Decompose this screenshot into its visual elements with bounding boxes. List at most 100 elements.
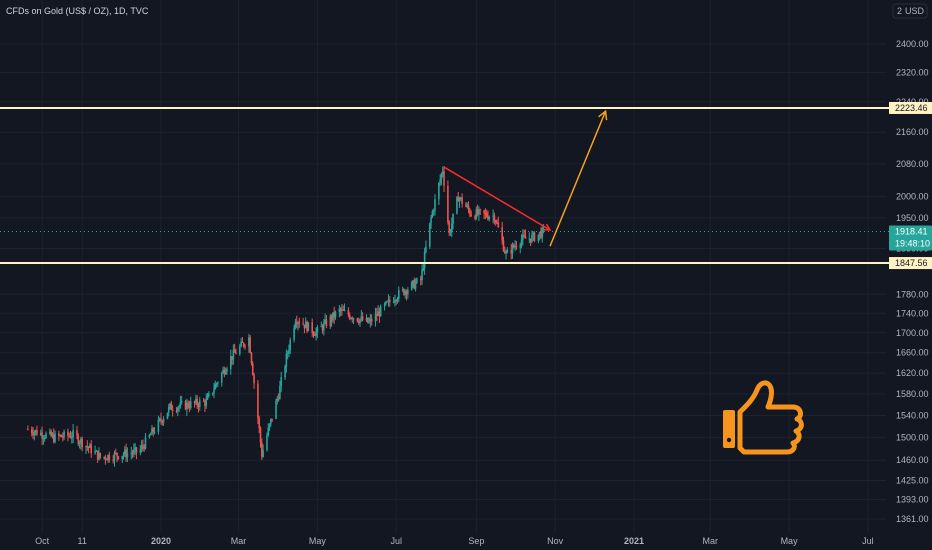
candle-body (385, 301, 387, 305)
candle-body (122, 454, 125, 457)
candle (103, 456, 105, 460)
candle-body (78, 442, 81, 444)
candle (385, 300, 387, 306)
candle (258, 415, 261, 434)
candle (86, 440, 89, 451)
candle-body (271, 418, 273, 420)
candle (506, 247, 509, 254)
candle-body (350, 318, 352, 320)
candle-body (54, 433, 56, 442)
candle (496, 219, 498, 225)
drawing-annotations[interactable] (443, 109, 804, 455)
candle-body (316, 327, 319, 333)
candle (267, 423, 270, 437)
y-tick-label: 1540.00 (896, 411, 929, 421)
candle (187, 400, 189, 410)
candle (170, 400, 173, 411)
candle-body (466, 205, 469, 207)
candle-body (533, 232, 536, 242)
candle (104, 454, 107, 465)
candle-body (213, 389, 215, 393)
candle-body (178, 406, 180, 408)
candle (217, 381, 219, 388)
candle-body (460, 197, 462, 199)
orange-forecast-arrow[interactable] (549, 110, 607, 247)
candle (249, 335, 251, 354)
candle (61, 432, 64, 442)
countdown-label: 19:48:10 (895, 239, 930, 249)
candle (470, 210, 472, 217)
candle-body (519, 244, 522, 248)
candle-body (268, 423, 271, 428)
candle-body (188, 406, 191, 408)
candle (87, 446, 90, 454)
candle-body (195, 398, 197, 403)
candle-body (217, 382, 219, 384)
candle (431, 209, 434, 219)
candle-body (403, 289, 405, 295)
candle (224, 367, 227, 375)
candle (189, 396, 192, 410)
candle (81, 436, 83, 452)
candle-body (131, 453, 134, 455)
candle (77, 433, 80, 447)
candle (114, 448, 117, 455)
candle-body (63, 431, 65, 438)
red-trendline[interactable] (443, 166, 551, 231)
x-tick-label: 2020 (151, 536, 171, 546)
candle (130, 446, 133, 460)
candle (45, 431, 47, 439)
candle (213, 382, 215, 399)
time-axis[interactable]: Oct 11 2020 Mar May Jul Sep Nov 2021 Mar May Jul (35, 536, 874, 546)
candle-body (401, 289, 404, 291)
candle (222, 366, 224, 374)
candle (107, 454, 109, 463)
thumbs-up-icon[interactable] (723, 380, 804, 455)
candle (368, 317, 370, 324)
candles (27, 166, 545, 467)
candle-body (386, 301, 388, 303)
candle-body (542, 227, 545, 229)
candle (239, 343, 241, 356)
candle-body (222, 369, 224, 374)
candle (505, 249, 507, 260)
candle-body (298, 322, 301, 324)
candle-body (312, 332, 315, 335)
candle (458, 196, 461, 208)
candle-body (253, 374, 255, 384)
candle-body (76, 430, 78, 436)
candle (449, 228, 452, 236)
candle (332, 312, 334, 323)
candle (321, 324, 324, 334)
candle-body (366, 317, 369, 323)
candle-body (202, 400, 205, 402)
candle-body (302, 323, 304, 325)
candle-body (242, 342, 245, 346)
candle-body (161, 420, 164, 423)
candle (410, 280, 413, 291)
symbol-title: CFDs on Gold (US$ / OZ), 1D, TVC (6, 6, 149, 16)
currency-selector[interactable]: 2 USD (892, 3, 928, 19)
candle-body (297, 322, 299, 325)
price-axis[interactable]: 2400.00 2320.00 2240.00 2160.00 2080.00 2000.… (896, 39, 929, 524)
horizontal-levels[interactable] (0, 106, 893, 265)
candle-body (450, 223, 453, 233)
candle (235, 348, 237, 355)
candle (307, 322, 310, 332)
candle (493, 212, 496, 225)
x-tick-label: Oct (35, 536, 50, 546)
candle-body (528, 238, 531, 240)
y-tick-label: 1740.00 (896, 308, 929, 318)
candle (240, 337, 242, 348)
red-trendline-arrowhead[interactable] (542, 223, 552, 231)
candle-body (261, 442, 263, 457)
candle (275, 398, 277, 420)
candle-body (52, 434, 55, 442)
candle (121, 455, 124, 463)
candle (383, 302, 386, 311)
orange-arrowhead[interactable] (598, 109, 608, 121)
candle-body (134, 447, 136, 450)
candle-body (443, 171, 445, 186)
candle-body (157, 419, 160, 432)
